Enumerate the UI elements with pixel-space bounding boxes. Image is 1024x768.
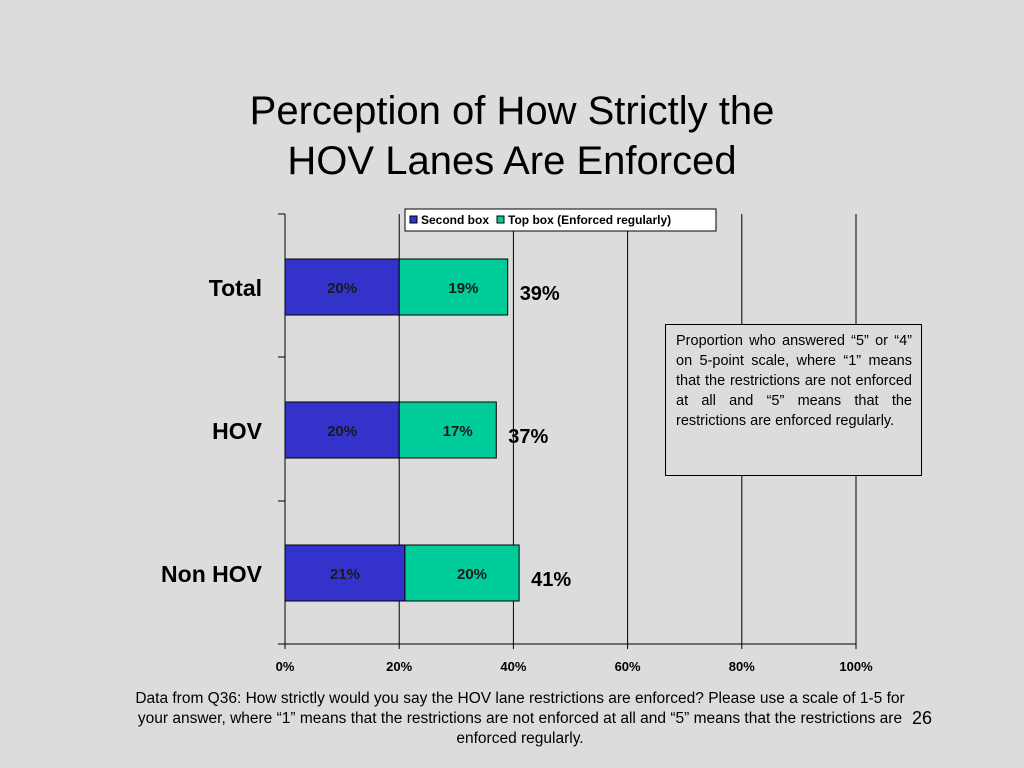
bar-segment — [398, 258, 509, 316]
x-tick-label: 100% — [839, 659, 873, 674]
bar-segment — [284, 401, 400, 459]
bar-segment — [404, 544, 520, 602]
data-label: 21% — [330, 566, 360, 583]
legend-label: Top box (Enforced regularly) — [508, 213, 671, 227]
data-label: 20% — [327, 423, 357, 440]
definition-note-text: Proportion who answered “5” or “4” on 5-… — [676, 333, 912, 429]
x-tick-label: 40% — [500, 659, 526, 674]
x-tick-label: 60% — [615, 659, 641, 674]
total-label: 37% — [508, 426, 548, 448]
question-footnote: Data from Q36: How strictly would you sa… — [135, 690, 905, 747]
total-label: 39% — [520, 283, 560, 305]
definition-note-box: Proportion who answered “5” or “4” on 5-… — [665, 324, 922, 476]
title-line-1: Perception of How Strictly the — [249, 89, 775, 133]
category-label: HOV — [212, 418, 263, 444]
x-tick-label: 80% — [729, 659, 755, 674]
total-label: 41% — [531, 569, 571, 591]
bar-segment — [398, 401, 497, 459]
x-tick-label: 20% — [386, 659, 412, 674]
legend-swatch — [409, 215, 418, 224]
legend-label: Second box — [421, 213, 489, 227]
x-tick-label: 0% — [276, 659, 295, 674]
data-label: 20% — [457, 566, 487, 583]
slide-title: Perception of How Strictly the HOV Lanes… — [0, 86, 1024, 186]
category-label: Total — [209, 275, 262, 301]
legend-box — [404, 208, 717, 232]
legend-swatch — [496, 215, 505, 224]
title-line-2: HOV Lanes Are Enforced — [287, 139, 737, 183]
bar-segment — [284, 544, 406, 602]
data-label: 20% — [327, 280, 357, 297]
data-label: 17% — [443, 423, 473, 440]
category-label: Non HOV — [161, 561, 263, 587]
data-label: 19% — [448, 280, 478, 297]
page-number: 26 — [912, 708, 933, 728]
